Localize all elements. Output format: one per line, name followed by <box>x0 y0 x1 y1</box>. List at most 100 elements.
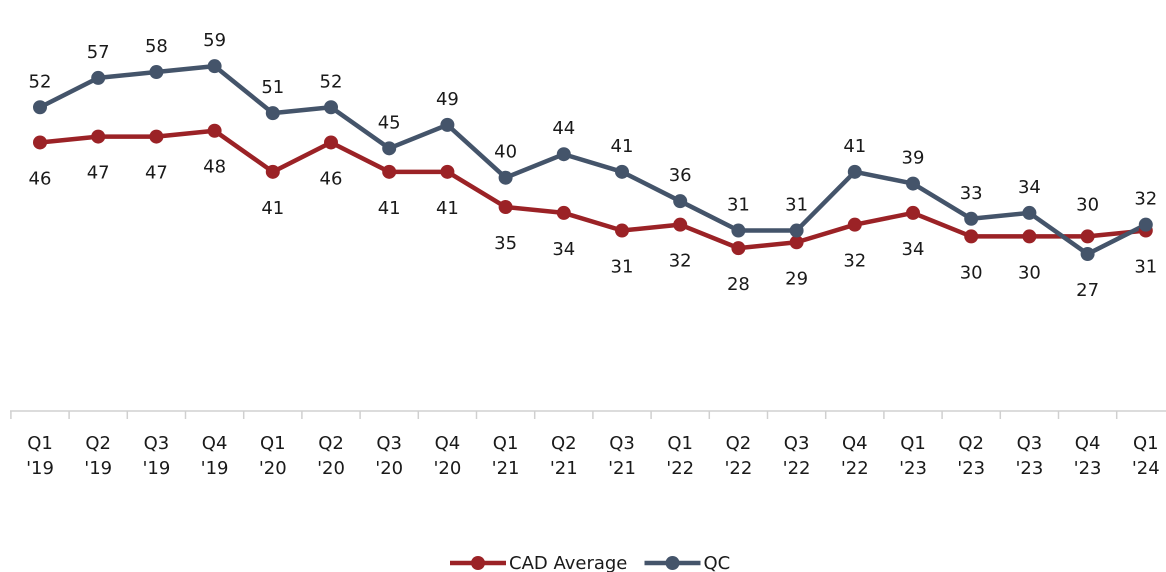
qc-data-label: 51 <box>261 77 284 98</box>
cad-average-data-label: 29 <box>785 268 808 289</box>
cad-average-data-label: 34 <box>552 239 575 260</box>
qc-data-label: 40 <box>494 142 517 163</box>
qc-data-label: 45 <box>378 112 401 133</box>
cad-average-point <box>498 200 513 215</box>
qc-point <box>440 117 455 132</box>
cad-average-data-label: 41 <box>378 198 401 219</box>
cad-average-data-label: 35 <box>494 233 517 254</box>
x-tick-label: Q3'23 <box>1015 433 1043 479</box>
qc-data-label: 36 <box>669 165 692 186</box>
cad-average-data-label: 41 <box>436 198 459 219</box>
legend-swatch-marker <box>471 556 485 570</box>
qc-point <box>789 223 804 238</box>
cad-average-data-label: 31 <box>611 257 634 278</box>
qc-data-label: 31 <box>785 195 808 216</box>
cad-average-point <box>265 164 280 179</box>
qc-data-label: 52 <box>29 71 52 92</box>
cad-average-data-label: 30 <box>1018 262 1041 283</box>
cad-average-data-label: 34 <box>902 239 925 260</box>
cad-average-point <box>1022 229 1037 244</box>
qc-point <box>906 176 920 191</box>
qc-point <box>673 194 688 209</box>
cad-average-point <box>789 235 804 250</box>
qc-point <box>382 141 397 156</box>
legend-label: CAD Average <box>509 553 627 572</box>
series-layer <box>33 59 1153 262</box>
qc-point <box>265 106 280 121</box>
cad-average-point <box>33 135 47 150</box>
qc-point <box>615 164 629 179</box>
x-tick-label: Q1'21 <box>492 433 520 479</box>
cad-average-data-label: 28 <box>727 274 750 295</box>
x-axis <box>10 410 1166 419</box>
qc-data-label: 32 <box>1134 189 1157 210</box>
cad-average-data-label: 46 <box>29 168 52 189</box>
qc-data-label: 41 <box>843 136 866 157</box>
cad-average-data-label: 31 <box>1134 257 1157 278</box>
legend-label: QC <box>704 553 731 572</box>
cad-average-point <box>906 205 920 220</box>
qc-data-label: 33 <box>960 183 983 204</box>
qc-point <box>498 170 513 185</box>
qc-point <box>33 100 47 115</box>
x-tick-label: Q4'22 <box>841 433 869 479</box>
x-tick-label: Q4'23 <box>1074 433 1102 479</box>
qc-point <box>556 147 571 162</box>
qc-point <box>1022 205 1037 220</box>
legend: CAD Average QC <box>450 553 730 572</box>
cad-average-data-label: 47 <box>145 163 168 184</box>
cad-average-point <box>615 223 629 238</box>
qc-data-label: 41 <box>611 136 634 157</box>
legend-item-qc: QC <box>644 553 731 572</box>
legend-item-cad-average: CAD Average <box>450 553 627 572</box>
x-tick-label: Q2'23 <box>957 433 985 479</box>
x-tick-label: Q4'20 <box>433 433 461 479</box>
x-tick-labels: Q1'19 Q2'19 Q3'19 Q4'19 Q1'20 Q2'20 Q3'20 Q4'20… <box>26 433 1160 479</box>
x-tick-label: Q2'20 <box>317 433 345 479</box>
qc-point <box>847 164 862 179</box>
cad-average-data-label: 32 <box>843 251 866 272</box>
qc-data-label: 49 <box>436 89 459 110</box>
cad-average-data-label: 30 <box>1076 194 1099 215</box>
x-tick-label: Q1'20 <box>259 433 287 479</box>
qc-data-label: 44 <box>552 118 575 139</box>
cad-average-data-label: 30 <box>960 262 983 283</box>
cad-average-point <box>731 241 746 256</box>
cad-average-point <box>324 135 338 150</box>
cad-average-point <box>673 217 688 232</box>
cad-average-point <box>149 129 164 144</box>
qc-point <box>207 59 222 74</box>
cad-average-point <box>847 217 862 232</box>
qc-data-label: 34 <box>1018 177 1041 198</box>
x-tick-label: Q3'22 <box>783 433 811 479</box>
cad-average-point <box>964 229 979 244</box>
x-tick-label: Q2'19 <box>84 433 112 479</box>
qc-point <box>91 70 106 85</box>
qc-point <box>1080 247 1095 262</box>
cad-average-data-label: 46 <box>320 168 343 189</box>
qc-data-label: 57 <box>87 42 110 63</box>
qc-point <box>731 223 746 238</box>
qc-data-label: 39 <box>902 148 925 169</box>
x-tick-label: Q1'24 <box>1132 433 1160 479</box>
cad-average-data-label: 48 <box>203 157 226 178</box>
qc-line <box>38 63 1147 257</box>
data-labels: 46 47 47 48 41 46 41 41 35 34 31 32 28 29 32 34 30 30 31 52… <box>29 30 1158 301</box>
x-tick-label: Q2'22 <box>724 433 752 479</box>
qc-point <box>149 65 164 80</box>
cad-average-point <box>556 205 571 220</box>
cad-average-point <box>91 129 106 144</box>
qc-point <box>1138 217 1153 232</box>
qc-point <box>324 100 338 115</box>
qc-data-label: 31 <box>727 195 750 216</box>
qc-data-label: 52 <box>320 71 343 92</box>
qc-point <box>964 211 979 226</box>
x-tick-label: Q3'20 <box>375 433 403 479</box>
x-tick-label: Q2'21 <box>550 433 578 479</box>
cad-average-data-label: 47 <box>87 163 110 184</box>
legend-swatch-marker <box>665 556 680 570</box>
cad-average-data-label: 32 <box>669 251 692 272</box>
x-tick-label: Q1'23 <box>899 433 927 479</box>
x-tick-label: Q3'21 <box>608 433 636 479</box>
